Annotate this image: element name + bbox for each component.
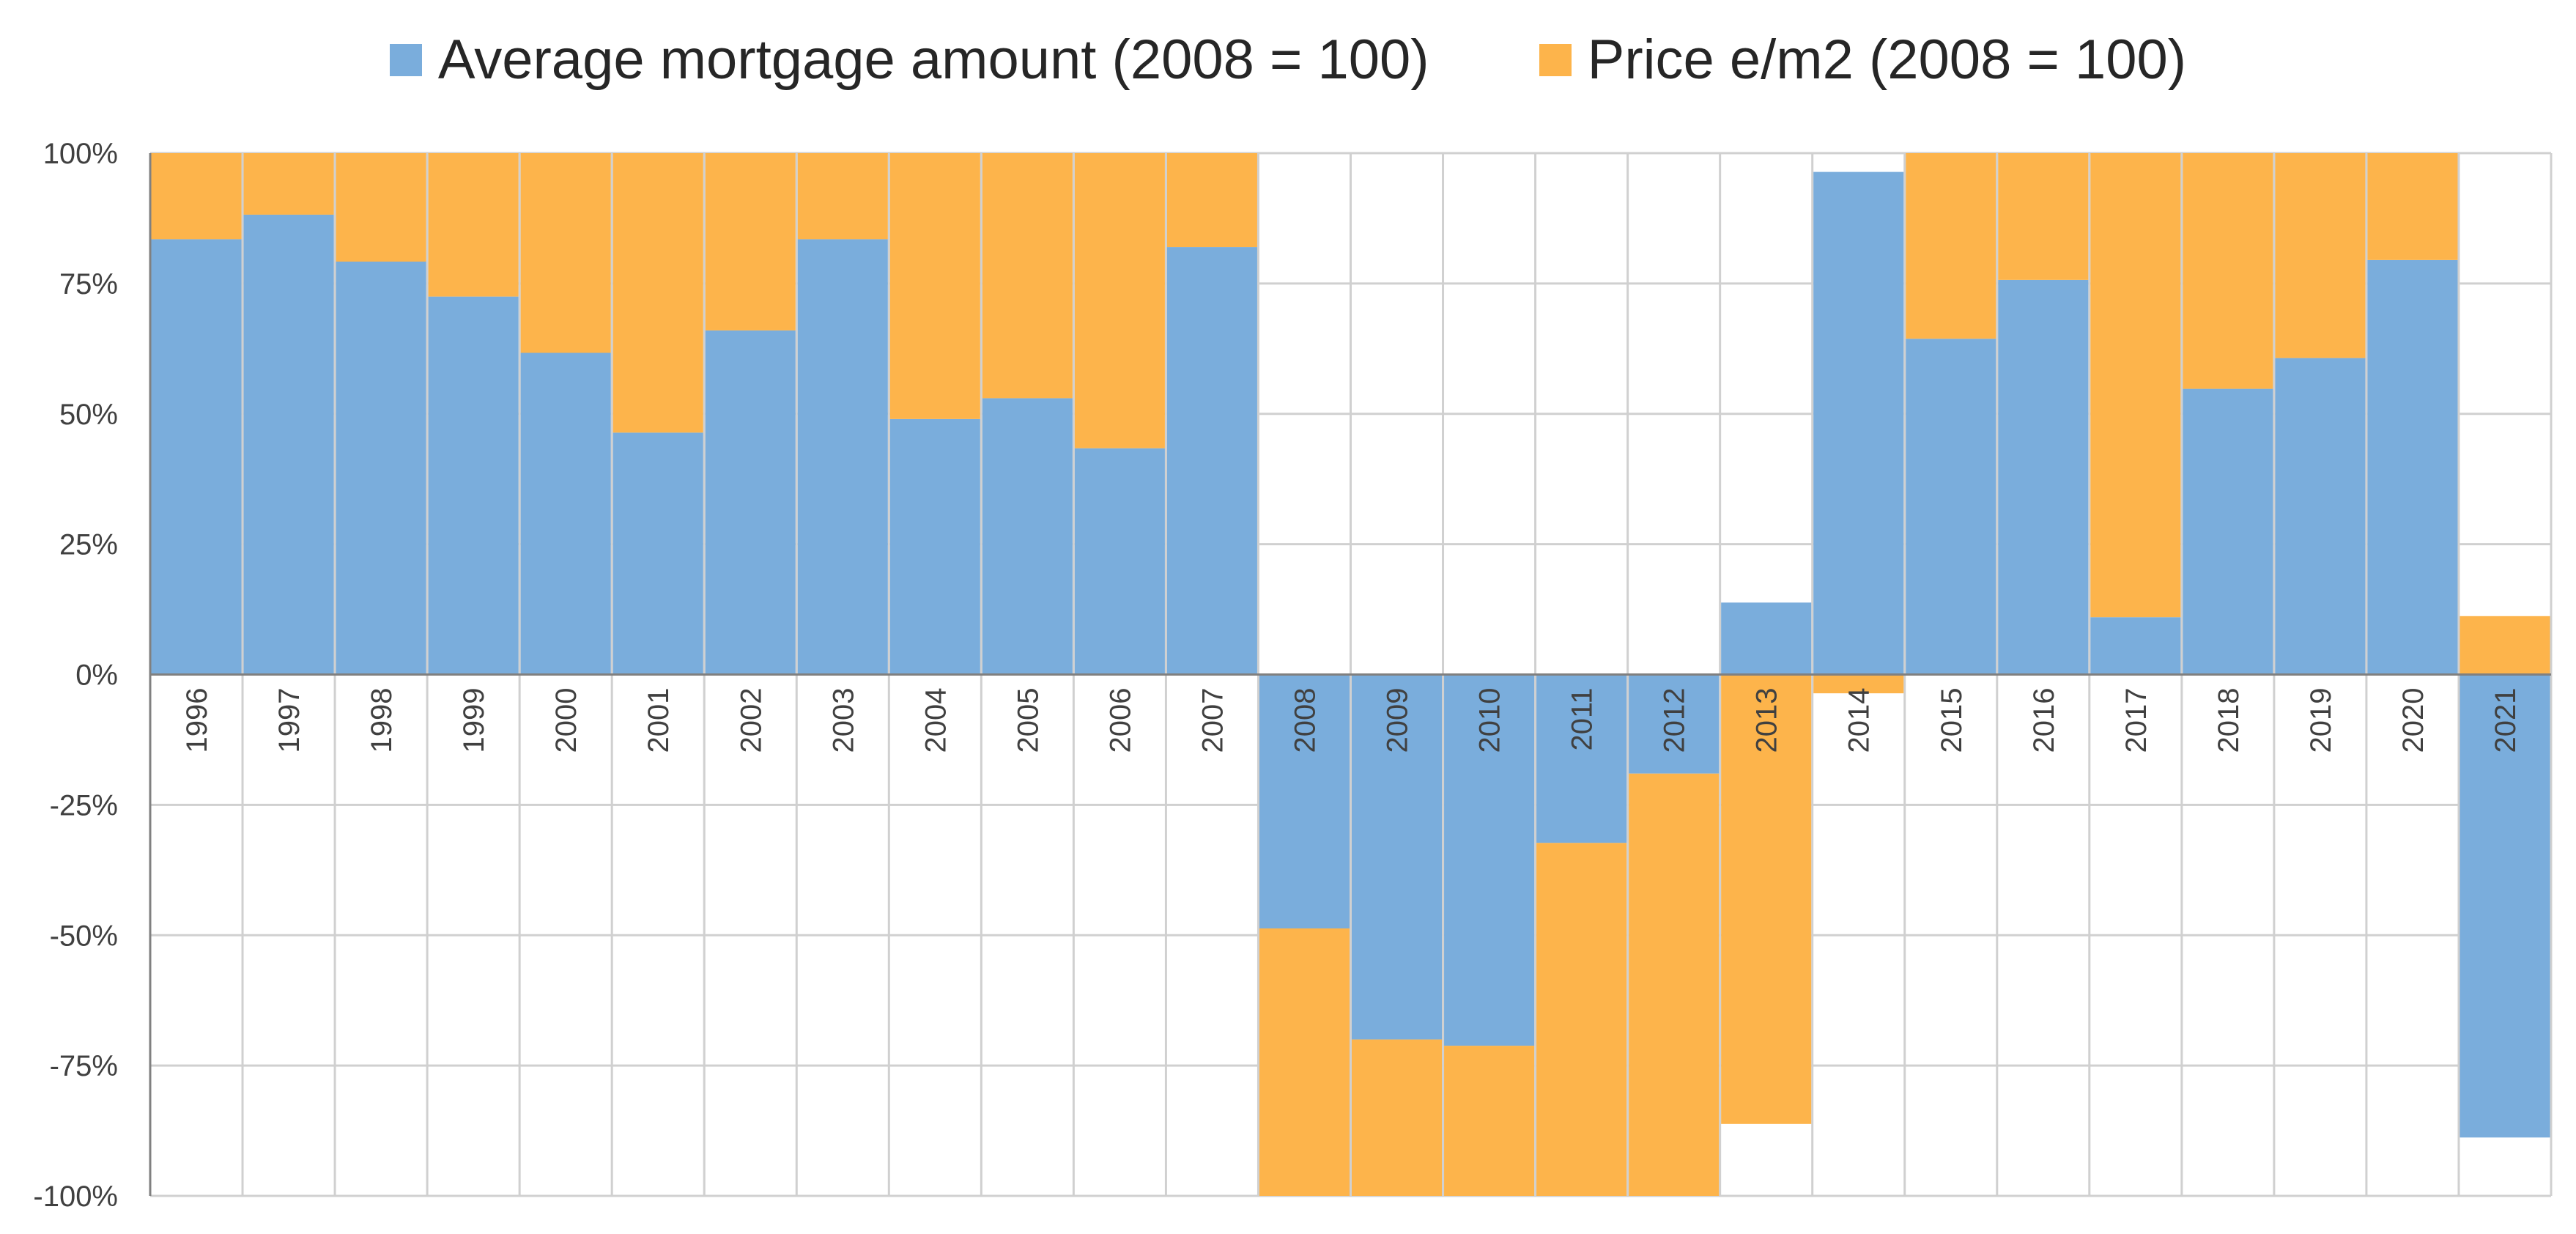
y-tick-label: -75%: [50, 1050, 118, 1082]
x-tick-label: 2016: [2028, 688, 2060, 753]
bar-price: [151, 153, 242, 240]
bar-mortgage: [1166, 247, 1257, 675]
bar-price: [982, 153, 1073, 399]
x-tick-label: 2005: [1012, 688, 1044, 753]
y-tick-label: -100%: [33, 1181, 118, 1213]
y-tick-label: 100%: [43, 138, 118, 170]
x-tick-label: 1999: [458, 688, 490, 753]
bar-price: [1813, 674, 1904, 694]
bar-price: [889, 153, 980, 419]
bar-price: [520, 153, 611, 353]
bar-price: [243, 153, 334, 215]
legend-label-price: Price e/m2 (2008 = 100): [1587, 29, 2187, 91]
y-tick-label: 25%: [59, 529, 118, 561]
bar-price: [1166, 153, 1257, 248]
bar-mortgage: [1536, 674, 1627, 843]
bar-price: [1444, 1046, 1535, 1196]
bar-price: [428, 153, 519, 297]
bar-price: [1721, 674, 1812, 1124]
x-tick-label: 1996: [181, 688, 213, 753]
bar-mortgage: [1629, 674, 1720, 774]
bar-mortgage: [1074, 448, 1165, 675]
x-tick-label: 2017: [2120, 688, 2153, 753]
bar-price: [1259, 928, 1350, 1196]
y-tick-label: -25%: [50, 789, 118, 821]
x-tick-label: 2002: [735, 688, 767, 753]
legend-item-mortgage: Average mortgage amount (2008 = 100): [389, 28, 1429, 92]
y-tick-label: -50%: [50, 920, 118, 952]
x-tick-label: 2011: [1566, 688, 1599, 751]
x-tick-label: 2004: [919, 688, 952, 753]
y-tick-label: 50%: [59, 399, 118, 431]
x-tick-label: 2010: [1474, 687, 1506, 753]
bar-price: [797, 153, 888, 240]
bar-mortgage: [1813, 171, 1904, 675]
bar-mortgage: [1259, 674, 1350, 929]
bar-price: [1536, 843, 1627, 1196]
bar-mortgage: [243, 214, 334, 675]
bar-mortgage: [1998, 279, 2089, 675]
x-tick-label: 2008: [1289, 688, 1321, 753]
y-tick-label: 75%: [59, 268, 118, 300]
bar-price: [336, 153, 426, 262]
bar-mortgage: [2275, 358, 2366, 675]
bar-mortgage: [797, 239, 888, 675]
bar-price: [2090, 153, 2181, 618]
bar-mortgage: [1721, 602, 1812, 675]
bar-price: [1998, 153, 2089, 280]
x-tick-label: 2009: [1382, 688, 1414, 753]
bar-price: [2275, 153, 2366, 358]
bar-mortgage: [1906, 339, 1996, 675]
bar-mortgage: [1444, 674, 1535, 1046]
bar-mortgage: [982, 398, 1073, 675]
legend-swatch-price: [1539, 43, 1572, 76]
x-tick-label: 2013: [1751, 688, 1783, 753]
bar-mortgage: [1352, 674, 1443, 1040]
x-tick-label: 2007: [1196, 688, 1229, 753]
y-tick-label: 0%: [75, 660, 118, 692]
bar-mortgage: [336, 261, 426, 675]
legend-swatch-mortgage: [389, 43, 422, 76]
bar-price: [1629, 773, 1720, 1196]
legend: Average mortgage amount (2008 = 100) Pri…: [0, 28, 2576, 92]
bar-mortgage: [2090, 617, 2181, 675]
bar-price: [612, 153, 703, 433]
bar-mortgage: [520, 352, 611, 675]
x-tick-label: 1998: [366, 688, 398, 753]
x-tick-label: 2003: [827, 688, 859, 753]
x-tick-label: 2014: [1843, 688, 1876, 753]
x-tick-label: 2020: [2397, 688, 2429, 753]
x-tick-label: 2018: [2213, 688, 2245, 753]
bar-price: [1352, 1039, 1443, 1196]
bar-price: [1074, 153, 1165, 448]
bar-price: [2367, 153, 2458, 260]
bar-price: [2183, 153, 2273, 389]
x-tick-label: 2015: [1936, 688, 1968, 753]
bar-mortgage: [428, 296, 519, 675]
bar-price: [705, 153, 796, 330]
bar-mortgage: [151, 239, 242, 675]
x-tick-label: 1997: [273, 688, 306, 753]
bar-mortgage: [2460, 674, 2550, 1138]
bar-mortgage: [705, 330, 796, 675]
legend-label-mortgage: Average mortgage amount (2008 = 100): [437, 29, 1429, 91]
legend-item-price: Price e/m2 (2008 = 100): [1539, 28, 2186, 92]
bar-mortgage: [612, 432, 703, 675]
bar-mortgage: [2183, 388, 2273, 675]
x-tick-label: 2006: [1104, 688, 1136, 753]
x-tick-label: 2012: [1659, 688, 1691, 753]
x-tick-label: 2001: [643, 688, 675, 753]
x-tick-label: 2019: [2305, 688, 2337, 753]
x-tick-label: 2021: [2490, 688, 2522, 753]
bar-price: [2460, 616, 2550, 675]
bar-mortgage: [2367, 259, 2458, 675]
x-tick-label: 2000: [550, 688, 582, 753]
bar-mortgage: [889, 418, 980, 675]
bar-price: [1906, 153, 1996, 339]
